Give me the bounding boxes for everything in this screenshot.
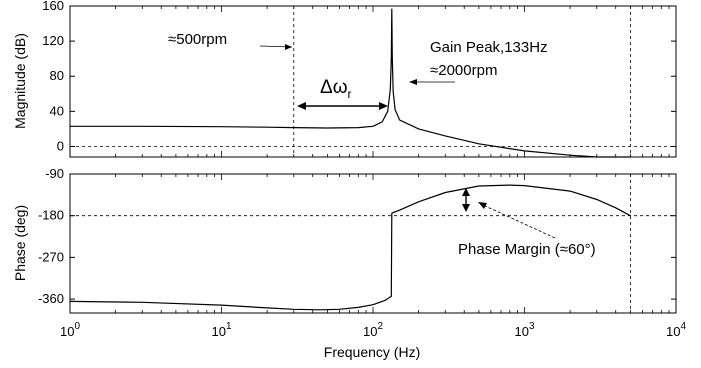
phase-y-ticks: -360 -270 -180 -90	[38, 166, 676, 306]
arrow-phase-margin	[478, 202, 556, 239]
annotation-2000rpm: ≈2000rpm	[430, 62, 497, 79]
phase-y-tick-label: -270	[38, 249, 64, 264]
phase-y-axis-label: Phase (deg)	[12, 205, 28, 281]
x-tick-labels: 100 101 102 103 104	[60, 321, 686, 339]
magnitude-y-axis-label: Magnitude (dB)	[12, 33, 28, 129]
phase-y-tick-label: -180	[38, 208, 64, 223]
annotation-gain-peak: Gain Peak,133Hz	[430, 39, 548, 56]
x-tick-base: 10	[666, 324, 680, 339]
x-tick-label: 104	[666, 321, 686, 339]
magnitude-y-tick-label: 80	[50, 68, 64, 83]
x-tick-exponent: 3	[529, 321, 535, 332]
phase-y-tick-label: -360	[38, 291, 64, 306]
phase-panel: -360 -270 -180 -90 Phase (deg) Phase Margin…	[12, 166, 677, 314]
x-tick-exponent: 0	[74, 321, 80, 332]
x-tick-base: 10	[363, 324, 377, 339]
phase-margin-marker	[462, 188, 470, 212]
annotation-phase-margin: Phase Margin (≈60°)	[458, 241, 596, 258]
x-tick-exponent: 4	[680, 321, 686, 332]
magnitude-panel: 0 40 80 120 160 Magnitude (dB) ≈500rpm Gain …	[12, 0, 677, 158]
magnitude-curve	[70, 8, 631, 158]
x-tick-base: 10	[514, 324, 528, 339]
magnitude-y-ticks: 0 40 80 120 160	[42, 0, 676, 153]
annotation-delta-omega: Δωr	[320, 77, 352, 101]
annotation-500rpm: ≈500rpm	[168, 31, 227, 48]
delta-omega-subscript: r	[348, 87, 352, 101]
x-tick-label: 103	[514, 321, 534, 339]
magnitude-y-tick-label: 0	[57, 138, 64, 153]
magnitude-x-ticks	[69, 6, 677, 157]
x-tick-exponent: 2	[377, 321, 383, 332]
x-axis-label: Frequency (Hz)	[324, 344, 420, 360]
magnitude-y-tick-label: 120	[42, 33, 64, 48]
phase-y-tick-label: -90	[45, 166, 64, 181]
x-tick-label: 102	[363, 321, 383, 339]
x-tick-base: 10	[211, 324, 225, 339]
magnitude-y-tick-label: 160	[42, 0, 64, 13]
delta-omega-marker	[297, 102, 388, 110]
x-tick-label: 101	[211, 321, 231, 339]
phase-curve	[69, 184, 631, 311]
arrow-2000rpm	[409, 79, 455, 85]
magnitude-reference-lines	[70, 6, 676, 157]
phase-reference-lines	[70, 174, 676, 313]
x-tick-base: 10	[60, 324, 74, 339]
phase-x-ticks	[69, 174, 677, 313]
x-tick-label: 100	[60, 321, 80, 339]
magnitude-y-tick-label: 40	[50, 103, 64, 118]
delta-omega-symbol: Δω	[320, 77, 348, 98]
x-tick-exponent: 1	[226, 321, 232, 332]
arrow-500rpm	[259, 44, 293, 50]
magnitude-plot-frame	[69, 5, 677, 158]
